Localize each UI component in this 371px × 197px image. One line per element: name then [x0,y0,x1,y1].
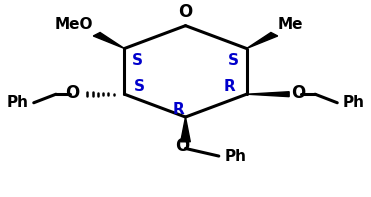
Polygon shape [93,33,124,48]
Text: Ph: Ph [6,95,28,110]
Text: O: O [175,137,189,155]
Text: MeO: MeO [55,17,93,32]
Text: O: O [178,3,193,21]
Text: Ph: Ph [224,149,246,164]
Text: Ph: Ph [343,95,365,110]
Text: S: S [228,53,239,68]
Text: S: S [132,53,143,68]
Text: S: S [134,79,145,94]
Text: O: O [291,84,305,102]
Text: O: O [66,84,80,102]
Text: Me: Me [278,17,303,32]
Text: R: R [224,79,236,94]
Text: R: R [172,102,184,117]
Polygon shape [181,117,190,142]
Polygon shape [247,92,289,97]
Polygon shape [247,33,278,48]
